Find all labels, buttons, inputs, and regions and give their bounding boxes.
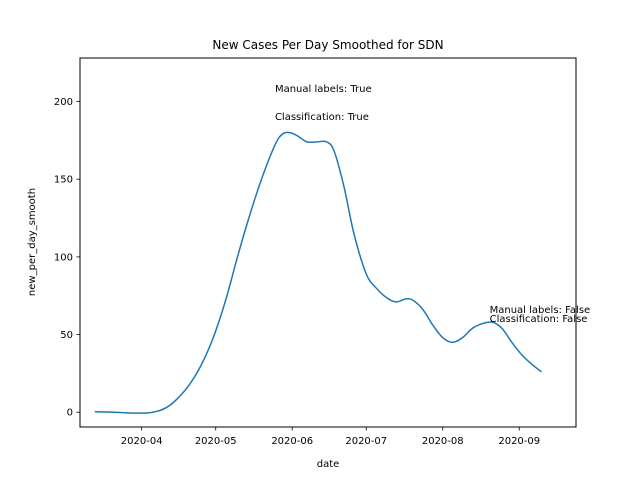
y-axis-ticks: 0 50 100 150 200 [54, 97, 80, 419]
chart-title: New Cases Per Day Smoothed for SDN [212, 38, 443, 52]
annotation-text: Classification: False [490, 314, 588, 325]
annotations: Manual labels: True Classification: True M… [275, 84, 590, 325]
x-axis-ticks: 2020-04 2020-05 2020-06 2020-07 2020-08 2020-… [121, 427, 540, 447]
annotation-text: Manual labels: False [490, 305, 591, 316]
x-tick-label: 2020-04 [121, 436, 163, 447]
x-tick-label: 2020-07 [345, 436, 387, 447]
annotation-text: Manual labels: True [275, 84, 372, 95]
y-tick-label: 50 [60, 330, 73, 341]
y-tick-label: 100 [54, 252, 73, 263]
x-tick-label: 2020-06 [271, 436, 313, 447]
series-line [94, 131, 542, 414]
plot-layer [94, 131, 542, 414]
x-tick-label: 2020-09 [498, 436, 540, 447]
plot-frame [79, 57, 577, 428]
y-tick-label: 200 [54, 97, 73, 108]
x-axis-label: date [317, 459, 340, 470]
y-tick-label: 150 [54, 175, 73, 186]
y-tick-label: 0 [67, 408, 73, 419]
annotation-text: Classification: True [275, 112, 369, 123]
x-tick-label: 2020-08 [422, 436, 464, 447]
x-tick-label: 2020-05 [195, 436, 237, 447]
y-axis-label: new_per_day_smooth [27, 188, 38, 296]
